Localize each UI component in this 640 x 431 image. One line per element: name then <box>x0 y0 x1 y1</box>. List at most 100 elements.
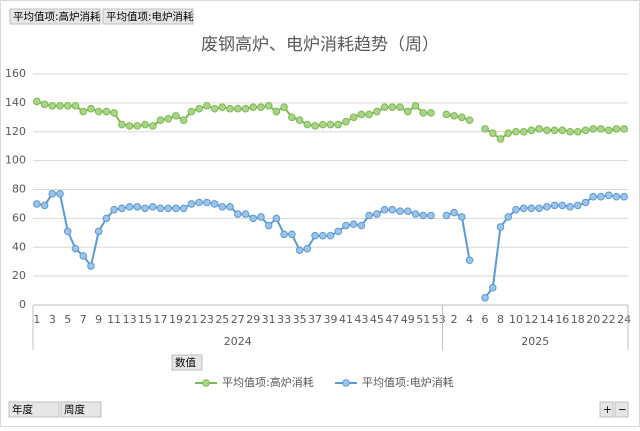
axis-button[interactable] <box>60 401 102 418</box>
data-point <box>241 210 250 218</box>
field-button[interactable] <box>102 8 194 25</box>
data-point <box>210 104 219 113</box>
x-tick-label: 18 <box>571 313 585 326</box>
data-point <box>597 192 605 201</box>
x-tick-label: 47 <box>385 313 399 326</box>
x-tick-label: 29 <box>246 313 260 326</box>
zoom-button[interactable] <box>614 401 629 418</box>
x-tick-label: 15 <box>138 313 152 326</box>
data-point <box>620 192 628 201</box>
data-point <box>63 227 72 236</box>
axis-button-label[interactable]: 年度 <box>12 403 33 416</box>
data-point <box>156 204 165 213</box>
field-button[interactable] <box>9 8 101 25</box>
data-point <box>589 192 598 201</box>
data-point <box>249 103 258 112</box>
field-button-label[interactable]: 平均值项:电炉消耗 <box>106 10 194 23</box>
data-point <box>519 127 528 136</box>
data-point <box>94 107 103 116</box>
data-point <box>249 214 258 223</box>
chart-title: 废钢高炉、电炉消耗趋势（周） <box>201 35 439 55</box>
data-point <box>63 101 72 110</box>
data-point <box>218 203 227 211</box>
data-point <box>133 203 142 211</box>
data-point <box>179 116 188 124</box>
data-point <box>612 125 621 133</box>
data-point <box>535 125 543 133</box>
x-tick-label: 31 <box>262 313 276 326</box>
x-tick-label: 8 <box>497 313 504 326</box>
data-point <box>581 198 590 207</box>
data-point <box>148 203 157 211</box>
data-point <box>110 205 118 214</box>
data-point <box>326 120 335 129</box>
data-point <box>481 125 489 133</box>
data-point <box>110 109 118 117</box>
data-point <box>40 100 49 109</box>
data-point <box>504 213 513 221</box>
axis-button-label[interactable]: 周度 <box>64 403 85 416</box>
data-point <box>118 120 126 129</box>
data-point <box>241 104 250 113</box>
data-point <box>94 227 103 236</box>
group-label: 2024 <box>224 335 252 348</box>
x-tick-label: 21 <box>184 313 198 326</box>
zoom-button[interactable] <box>599 401 614 418</box>
data-point <box>303 120 312 129</box>
data-point <box>512 127 520 136</box>
field-button-label[interactable]: 平均值项:高炉消耗 <box>13 10 101 23</box>
x-tick-label: 10 <box>509 313 523 326</box>
data-point <box>481 293 489 302</box>
x-tick-label: 49 <box>401 313 415 326</box>
data-point <box>427 211 435 220</box>
data-point <box>48 101 57 110</box>
data-point <box>365 110 373 119</box>
data-point <box>458 113 466 122</box>
data-point <box>218 103 227 112</box>
data-point <box>156 116 165 124</box>
data-point <box>558 126 567 135</box>
data-point <box>342 117 350 126</box>
data-point <box>226 203 234 211</box>
axis-button[interactable] <box>8 401 60 418</box>
data-point <box>141 204 149 213</box>
data-point <box>427 109 435 117</box>
x-tick-label: 23 <box>200 313 214 326</box>
data-point <box>210 200 219 208</box>
legend-marker <box>342 379 350 387</box>
data-point <box>318 231 327 240</box>
y-tick-label: 140 <box>5 96 26 109</box>
value-button-label[interactable]: 数值 <box>175 356 196 369</box>
data-point <box>365 211 373 220</box>
data-point <box>33 200 41 208</box>
data-point <box>519 204 528 213</box>
zoom-button-label[interactable]: − <box>618 404 627 416</box>
data-point <box>33 97 41 106</box>
data-point <box>396 207 404 215</box>
data-point <box>133 122 142 130</box>
data-point <box>40 201 49 210</box>
data-point <box>550 201 559 210</box>
data-point <box>87 104 95 113</box>
data-point <box>419 211 428 220</box>
x-tick-label: 22 <box>602 313 616 326</box>
data-point <box>566 203 574 211</box>
data-point <box>179 204 188 213</box>
data-point <box>349 113 358 122</box>
value-button[interactable] <box>171 354 203 371</box>
data-point <box>442 211 451 220</box>
data-point <box>272 214 281 223</box>
zoom-button-label[interactable]: + <box>603 404 612 416</box>
x-tick-label: 33 <box>277 313 291 326</box>
x-tick-label: 19 <box>169 313 183 326</box>
data-point <box>604 191 613 200</box>
data-point <box>195 198 203 207</box>
data-point <box>597 125 605 133</box>
legend-label: 平均值项:高炉消耗 <box>222 375 314 389</box>
data-point <box>311 122 319 130</box>
data-point <box>102 214 111 223</box>
x-tick-label: 43 <box>354 313 368 326</box>
y-tick-label: 160 <box>5 67 26 80</box>
data-point <box>326 231 335 240</box>
